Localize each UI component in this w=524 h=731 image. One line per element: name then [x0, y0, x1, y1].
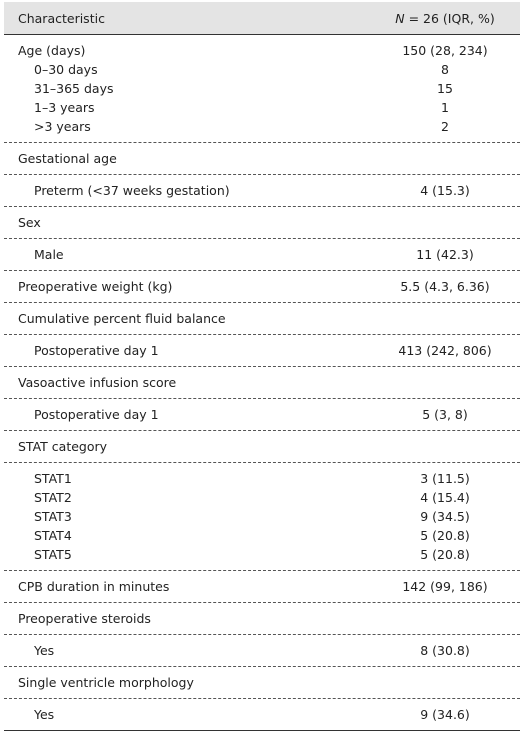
row-group: Vasoactive infusion score	[4, 367, 520, 399]
data-row: Postoperative day 1 5 (3, 8)	[4, 405, 520, 424]
page: {"table": { "header": ["Characteristic",…	[4, 2, 520, 731]
row-label: 0–30 days	[34, 62, 98, 77]
row-label: STAT1	[34, 471, 72, 486]
section-row: Single ventricle morphology	[4, 673, 520, 692]
section-label: Vasoactive infusion score	[18, 375, 177, 390]
data-row: STAT3 9 (34.5)	[4, 507, 520, 526]
data-row: Preterm (<37 weeks gestation) 4 (15.3)	[4, 181, 520, 200]
row-value: 2	[441, 119, 449, 134]
section-label: Cumulative percent fluid balance	[18, 311, 226, 326]
data-row: 31–365 days 15	[4, 79, 520, 98]
row-group: STAT category	[4, 431, 520, 463]
row-group: Male 11 (42.3)	[4, 239, 520, 271]
row-value: 8 (30.8)	[420, 643, 470, 658]
section-label: Age (days)	[18, 43, 86, 58]
row-value: 3 (11.5)	[420, 471, 470, 486]
row-group: Yes 8 (30.8)	[4, 635, 520, 667]
data-row: STAT1 3 (11.5)	[4, 469, 520, 488]
data-row: STAT2 4 (15.4)	[4, 488, 520, 507]
row-label: >3 years	[34, 119, 91, 134]
section-label: Preoperative weight (kg)	[18, 279, 173, 294]
row-value: 8	[441, 62, 449, 77]
row-value: 1	[441, 100, 449, 115]
section-row: STAT category	[4, 437, 520, 456]
header-italic: N	[395, 10, 405, 26]
section-row: CPB duration in minutes 142 (99, 186)	[4, 577, 520, 596]
data-row: 0–30 days 8	[4, 60, 520, 79]
row-value: 11 (42.3)	[416, 247, 474, 262]
data-row: STAT4 5 (20.8)	[4, 526, 520, 545]
row-group: Yes 9 (34.6)	[4, 699, 520, 731]
row-group: Preoperative steroids	[4, 603, 520, 635]
row-value: 5 (20.8)	[420, 528, 470, 543]
row-label: 31–365 days	[34, 81, 114, 96]
data-row: Postoperative day 1 413 (242, 806)	[4, 341, 520, 360]
row-group: Postoperative day 1 5 (3, 8)	[4, 399, 520, 431]
header-cell: N = 26 (IQR, %)	[370, 11, 520, 26]
row-value: 413 (242, 806)	[398, 343, 492, 358]
data-row: STAT5 5 (20.8)	[4, 545, 520, 564]
section-row: Age (days) 150 (28, 234)	[4, 41, 520, 60]
row-label: Yes	[34, 707, 55, 722]
row-value: 4 (15.4)	[420, 490, 470, 505]
section-label: Preoperative steroids	[18, 611, 151, 626]
row-group: Postoperative day 1 413 (242, 806)	[4, 335, 520, 367]
row-label: Postoperative day 1	[34, 407, 159, 422]
row-value: 9 (34.6)	[420, 707, 470, 722]
row-group: Age (days) 150 (28, 234) 0–30 days 8 31–365 …	[4, 35, 520, 143]
row-value: 9 (34.5)	[420, 509, 470, 524]
row-group: Cumulative percent fluid balance	[4, 303, 520, 335]
table-header: Characteristic N = 26 (IQR, %)	[4, 2, 520, 35]
data-row: Yes 9 (34.6)	[4, 705, 520, 724]
row-label: Postoperative day 1	[34, 343, 159, 358]
data-row: 1–3 years 1	[4, 98, 520, 117]
row-group: Gestational age	[4, 143, 520, 175]
row-group: Single ventricle morphology	[4, 667, 520, 699]
row-label: Preterm (<37 weeks gestation)	[34, 183, 230, 198]
section-value: 150 (28, 234)	[402, 43, 488, 58]
row-label: STAT5	[34, 547, 72, 562]
section-row: Preoperative steroids	[4, 609, 520, 628]
row-value: 5 (3, 8)	[422, 407, 468, 422]
row-label: STAT3	[34, 509, 72, 524]
section-label: Gestational age	[18, 151, 117, 166]
data-row: Male 11 (42.3)	[4, 245, 520, 264]
section-label: Sex	[18, 215, 41, 230]
section-label: CPB duration in minutes	[18, 579, 170, 594]
section-label: STAT category	[18, 439, 108, 454]
section-row: Preoperative weight (kg) 5.5 (4.3, 6.36)	[4, 277, 520, 296]
row-group: Preterm (<37 weeks gestation) 4 (15.3)	[4, 175, 520, 207]
header-cell: Characteristic	[18, 10, 105, 26]
row-label: STAT2	[34, 490, 72, 505]
row-group: CPB duration in minutes 142 (99, 186)	[4, 571, 520, 603]
row-label: 1–3 years	[34, 100, 95, 115]
section-row: Vasoactive infusion score	[4, 373, 520, 392]
row-label: STAT4	[34, 528, 72, 543]
section-label: Single ventricle morphology	[18, 675, 194, 690]
row-label: Yes	[34, 643, 55, 658]
section-row: Gestational age	[4, 149, 520, 168]
row-value: 15	[437, 81, 453, 96]
data-row: >3 years 2	[4, 117, 520, 136]
row-value: 5 (20.8)	[420, 547, 470, 562]
table-body: Age (days) 150 (28, 234) 0–30 days 8 31–365 …	[4, 35, 520, 731]
row-group: STAT1 3 (11.5) STAT2 4 (15.4) STAT3 9 (34.5) S…	[4, 463, 520, 571]
section-value: 5.5 (4.3, 6.36)	[400, 279, 490, 294]
header-text: = 26 (IQR, %)	[404, 10, 495, 26]
row-group: Sex	[4, 207, 520, 239]
table: Characteristic N = 26 (IQR, %) Age (days…	[4, 2, 520, 731]
section-row: Sex	[4, 213, 520, 232]
section-row: Cumulative percent fluid balance	[4, 309, 520, 328]
row-group: Preoperative weight (kg) 5.5 (4.3, 6.36)	[4, 271, 520, 303]
section-value: 142 (99, 186)	[402, 579, 488, 594]
row-label: Male	[34, 247, 64, 262]
row-value: 4 (15.3)	[420, 183, 470, 198]
data-row: Yes 8 (30.8)	[4, 641, 520, 660]
